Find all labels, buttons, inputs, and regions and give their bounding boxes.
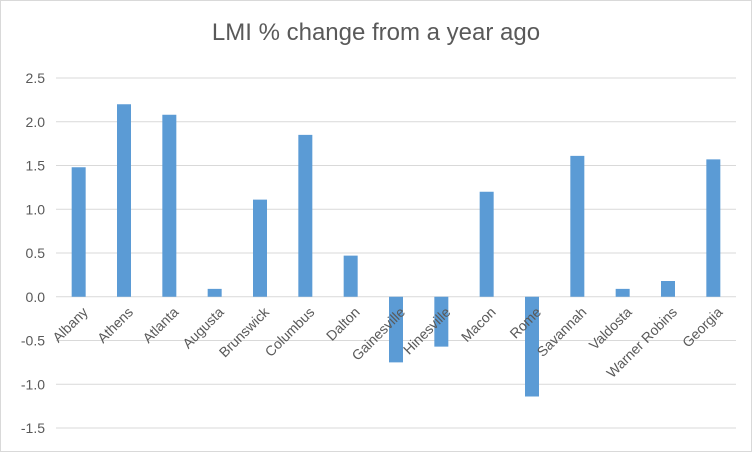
y-tick-label: 2.0	[26, 114, 46, 130]
x-category-label: Georgia	[679, 304, 726, 351]
y-tick-label: -1.5	[21, 420, 45, 436]
bar	[253, 199, 267, 297]
x-category-label: Athens	[94, 304, 136, 346]
y-tick-label: 0.5	[26, 245, 46, 261]
bar	[389, 296, 403, 363]
bar	[117, 104, 131, 297]
y-tick-label: 2.5	[26, 70, 46, 86]
y-tick-label: 0.0	[26, 289, 46, 305]
x-category-label: Dalton	[323, 304, 363, 344]
bar	[615, 288, 630, 297]
y-tick-label: 1.5	[26, 158, 46, 174]
bar	[706, 159, 721, 297]
x-category-label: Atlanta	[139, 304, 181, 346]
bar	[479, 191, 494, 297]
bar	[570, 155, 585, 297]
bar	[343, 255, 358, 297]
x-category-label: Savannah	[534, 304, 590, 360]
bar	[661, 281, 675, 297]
bar	[434, 296, 449, 347]
bar	[71, 167, 86, 297]
x-category-label: Albany	[49, 304, 91, 346]
x-category-label: Macon	[458, 304, 499, 345]
y-tick-label: 1.0	[26, 201, 46, 217]
bar	[525, 296, 539, 397]
bar	[298, 134, 313, 297]
bar	[207, 288, 222, 297]
x-category-label: Columbus	[262, 304, 318, 360]
y-tick-label: -1.0	[21, 376, 45, 392]
chart-title: LMI % change from a year ago	[211, 19, 541, 46]
bar	[162, 114, 177, 297]
y-tick-label: -0.5	[21, 333, 45, 349]
